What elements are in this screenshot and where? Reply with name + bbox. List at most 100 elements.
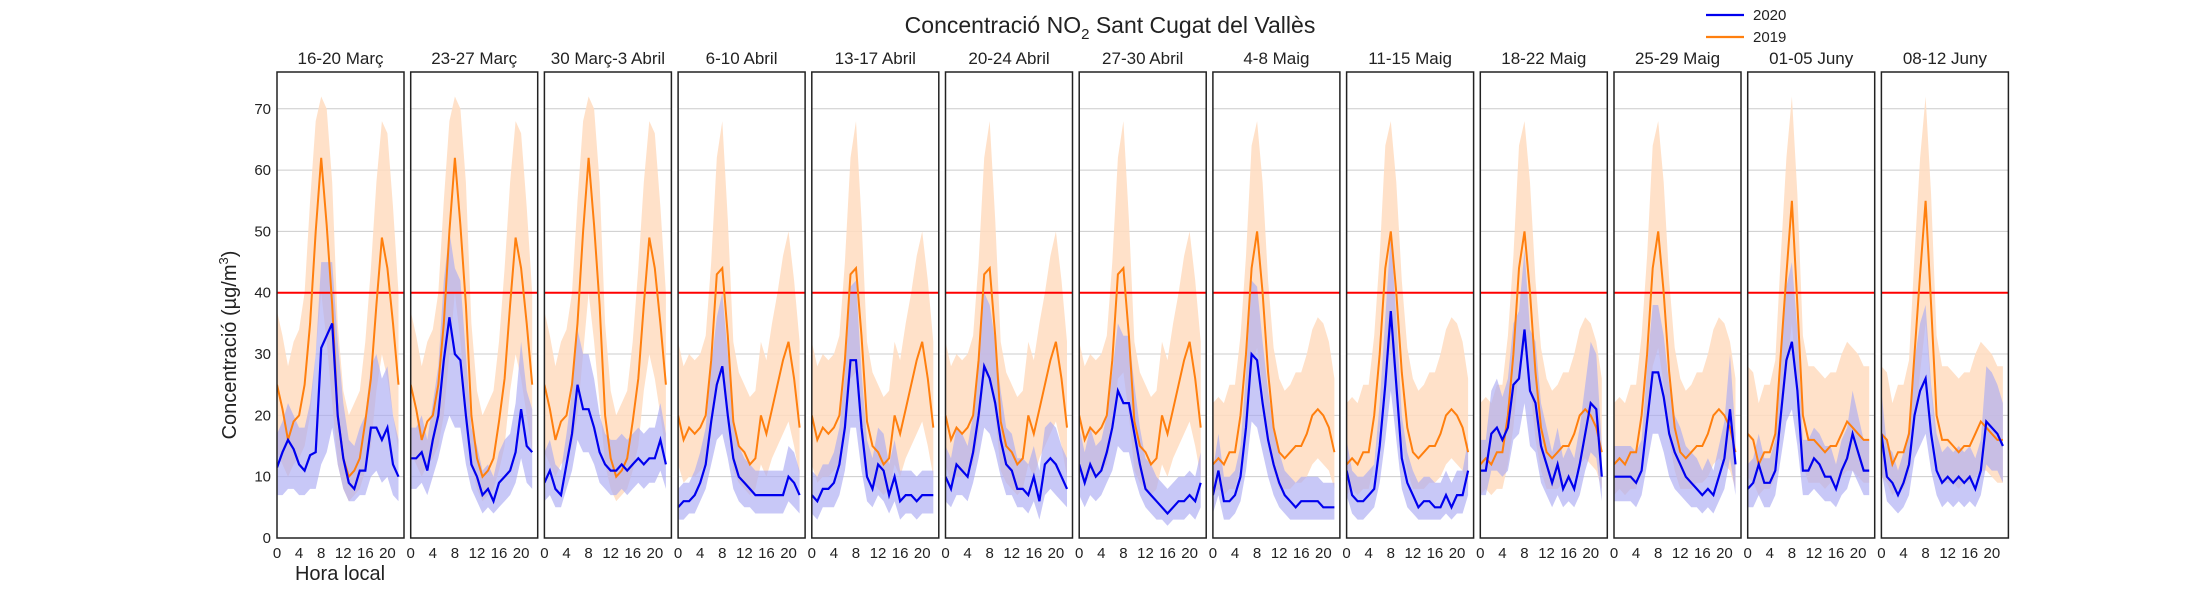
band-2019 bbox=[1614, 121, 1736, 496]
x-tick-label: 20 bbox=[513, 545, 530, 562]
panel: 23-27 Març 0 4 8 12 16 20 bbox=[407, 49, 539, 562]
legend: 2020 2019 bbox=[1706, 7, 1786, 46]
x-tick-label: 12 bbox=[1137, 545, 1154, 562]
series-2020-line bbox=[945, 362, 1069, 502]
series-2019-line bbox=[1881, 200, 2003, 468]
x-tick-label: 4 bbox=[830, 545, 838, 562]
x-tick-label: 0 bbox=[540, 545, 548, 562]
legend-label: 2019 bbox=[1753, 29, 1786, 46]
x-tick-label: 20 bbox=[1048, 545, 1065, 562]
x-tick-label: 12 bbox=[1806, 545, 1823, 562]
panel-title: 25-29 Maig bbox=[1635, 49, 1720, 68]
x-tick-label: 8 bbox=[1253, 545, 1261, 562]
panel-title: 30 Març-3 Abril bbox=[551, 49, 665, 68]
panel-frame bbox=[1613, 71, 1742, 539]
x-tick-label: 4 bbox=[562, 545, 570, 562]
x-tick-label: 12 bbox=[870, 545, 887, 562]
y-tick-label: 70 bbox=[254, 101, 271, 118]
y-tick-label: 40 bbox=[254, 285, 271, 302]
x-tick-label: 20 bbox=[914, 545, 931, 562]
x-tick-label: 20 bbox=[646, 545, 663, 562]
panel-plot-area bbox=[544, 96, 672, 508]
x-tick-label: 4 bbox=[1766, 545, 1774, 562]
series-2020-line bbox=[1881, 374, 2004, 498]
series-2020-line bbox=[811, 359, 934, 504]
x-tick-label: 8 bbox=[451, 545, 459, 562]
panel-title: 11-15 Maig bbox=[1368, 49, 1452, 68]
x-tick-label: 4 bbox=[429, 545, 437, 562]
x-tick-label: 12 bbox=[335, 545, 352, 562]
panel-title: 6-10 Abril bbox=[706, 49, 778, 68]
series-2020-line bbox=[277, 322, 400, 492]
panel-frame bbox=[1345, 71, 1475, 539]
series-2020-line bbox=[678, 365, 801, 509]
panel: 27-30 Abril 0 4 8 12 16 20 bbox=[1075, 49, 1207, 562]
panel-plot-area bbox=[1614, 121, 1741, 514]
panel-plot-area bbox=[678, 121, 806, 520]
x-tick-label: 16 bbox=[357, 545, 374, 562]
panel: 25-29 Maig 0 4 8 12 16 20 bbox=[1610, 49, 1742, 562]
panel-plot-area bbox=[1346, 121, 1474, 520]
x-tick-label: 16 bbox=[892, 545, 909, 562]
x-tick-label: 12 bbox=[1672, 545, 1689, 562]
series-2019-line bbox=[1346, 231, 1470, 467]
x-tick-label: 16 bbox=[1427, 545, 1444, 562]
band-2020 bbox=[410, 231, 533, 514]
panel-plot-area bbox=[1881, 96, 2009, 514]
x-tick-label: 16 bbox=[1694, 545, 1711, 562]
x-tick-label: 12 bbox=[1003, 545, 1020, 562]
y-tick-label: 60 bbox=[254, 162, 271, 179]
x-tick-label: 8 bbox=[718, 545, 726, 562]
x-tick-label: 8 bbox=[1921, 545, 1929, 562]
x-tick-label: 20 bbox=[379, 545, 396, 562]
series-2019-line bbox=[1614, 231, 1737, 467]
y-tick-label: 50 bbox=[254, 223, 271, 240]
series-2020-line bbox=[544, 384, 667, 498]
series-2020-line bbox=[1614, 371, 1737, 498]
panel: 18-22 Maig 0 4 8 12 16 20 bbox=[1476, 49, 1609, 562]
series-2019-line bbox=[1079, 265, 1202, 467]
panel-plot-area bbox=[945, 121, 1073, 520]
band-2020 bbox=[1480, 249, 1602, 508]
band-2019 bbox=[1212, 121, 1335, 496]
chart-title: Concentració NO2 Sant Cugat del Vallès bbox=[905, 12, 1316, 43]
series-2019-line bbox=[811, 265, 935, 467]
x-tick-label: 20 bbox=[1449, 545, 1466, 562]
series-2020-line bbox=[410, 317, 534, 505]
panel-frame bbox=[811, 71, 940, 539]
x-tick-label: 8 bbox=[1520, 545, 1528, 562]
band-2020 bbox=[945, 292, 1067, 520]
panel: 4-8 Maig 0 4 8 12 16 20 bbox=[1209, 49, 1341, 562]
panel: 08-12 Juny 0 4 8 12 16 20 bbox=[1877, 49, 2010, 562]
x-tick-label: 12 bbox=[469, 545, 486, 562]
x-tick-label: 12 bbox=[1538, 545, 1555, 562]
panel: 11-15 Maig 0 4 8 12 16 20 bbox=[1342, 49, 1475, 562]
x-tick-label: 16 bbox=[1159, 545, 1176, 562]
x-tick-label: 20 bbox=[1582, 545, 1599, 562]
x-tick-label: 20 bbox=[1850, 545, 1867, 562]
x-tick-label: 0 bbox=[1610, 545, 1618, 562]
panel-plot-area bbox=[811, 121, 939, 520]
panel-title: 20-24 Abril bbox=[968, 49, 1049, 68]
panel: 16-20 Març 0 4 8 12 16 20 bbox=[273, 49, 405, 562]
panel-plot-area bbox=[1079, 121, 1207, 526]
x-tick-label: 8 bbox=[1788, 545, 1796, 562]
x-tick-label: 0 bbox=[1744, 545, 1752, 562]
panel-frame bbox=[543, 71, 673, 539]
y-axis: 0 10 20 30 40 50 60 70 bbox=[254, 101, 271, 547]
panel-frame bbox=[1212, 71, 1341, 539]
x-tick-label: 0 bbox=[674, 545, 682, 562]
x-tick-label: 0 bbox=[1342, 545, 1350, 562]
panel-frame bbox=[944, 71, 1074, 539]
x-tick-label: 0 bbox=[1209, 545, 1217, 562]
x-tick-label: 4 bbox=[1632, 545, 1640, 562]
band-2020 bbox=[678, 292, 800, 520]
panel-frame bbox=[1746, 71, 1876, 539]
x-tick-label: 20 bbox=[780, 545, 797, 562]
x-tick-label: 4 bbox=[1899, 545, 1907, 562]
x-tick-label: 8 bbox=[1654, 545, 1662, 562]
panel-frame bbox=[1880, 71, 2010, 539]
x-tick-label: 4 bbox=[963, 545, 971, 562]
y-tick-label: 10 bbox=[254, 469, 271, 486]
